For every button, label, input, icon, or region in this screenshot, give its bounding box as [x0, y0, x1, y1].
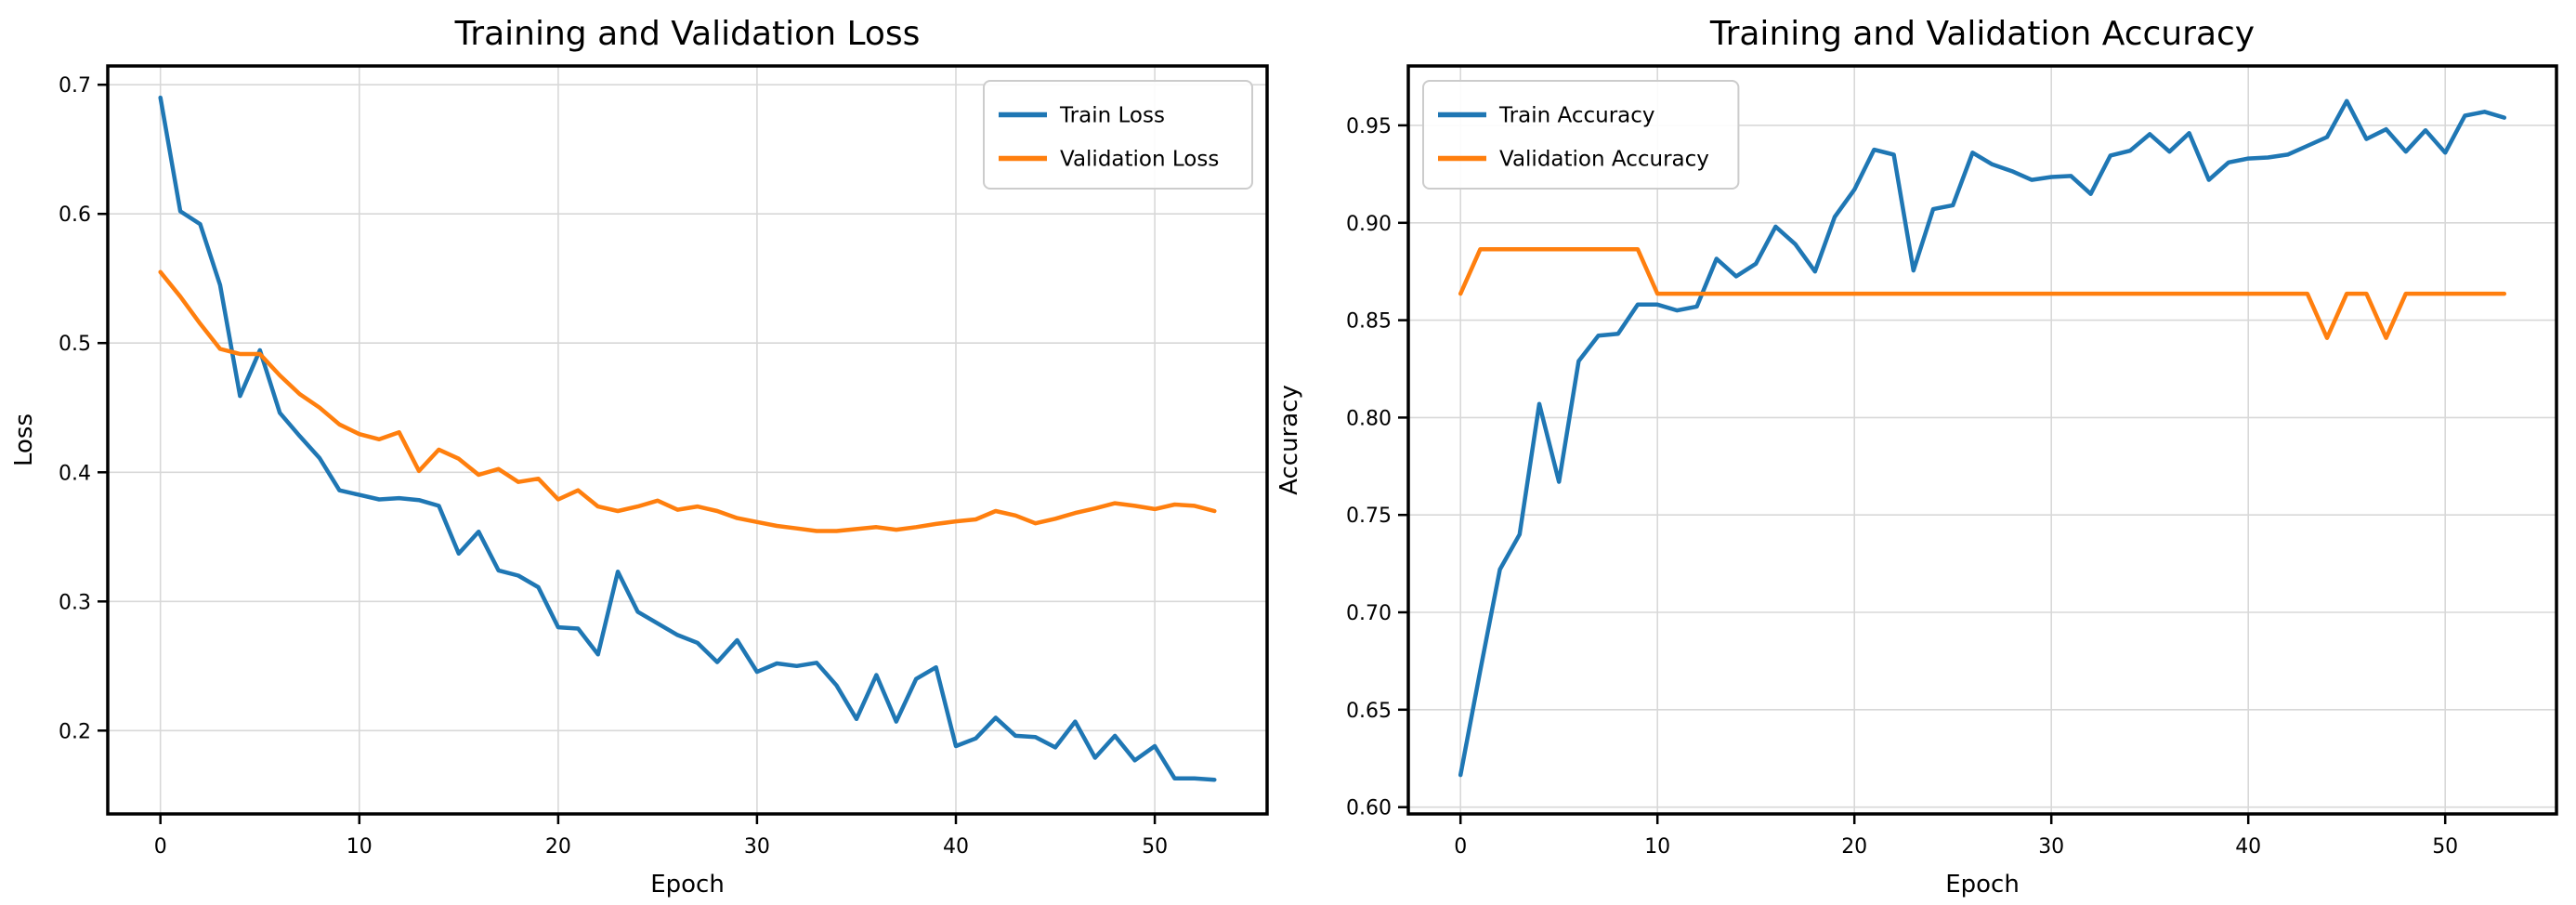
loss-chart-y-axis: 0.2 0.3 0.4 0.5 0.6 0.7 Loss	[10, 74, 108, 743]
x-tick-label: 50	[1142, 835, 1168, 859]
y-tick-label: 0.70	[1346, 602, 1392, 625]
y-tick-label: 0.2	[59, 720, 91, 743]
y-tick-label: 0.95	[1346, 115, 1392, 138]
accuracy-chart-x-axis: 0 10 20 30 40 50 Epoch	[1454, 814, 2458, 898]
chart-title: Training and Validation Accuracy	[1709, 15, 2255, 53]
y-axis-label: Loss	[10, 413, 38, 466]
accuracy-chart-plot-border	[1406, 64, 2558, 816]
y-tick-label: 0.60	[1346, 797, 1392, 820]
y-tick-label: 0.80	[1346, 407, 1392, 430]
x-tick-label: 30	[744, 835, 770, 859]
train-accuracy-line	[1458, 98, 2507, 778]
x-tick-label: 10	[1644, 835, 1670, 859]
loss-chart-x-axis: 0 10 20 30 40 50 Epoch	[154, 814, 1168, 898]
legend-label: Validation Loss	[1060, 148, 1219, 172]
y-tick-label: 0.3	[59, 591, 91, 614]
x-tick-label: 40	[943, 835, 969, 859]
chart-title: Training and Validation Loss	[454, 15, 921, 53]
legend-label: Validation Accuracy	[1499, 148, 1709, 172]
x-tick-label: 40	[2235, 835, 2261, 859]
x-tick-label: 10	[347, 835, 373, 859]
y-tick-label: 0.5	[59, 333, 91, 356]
x-axis-label: Epoch	[1945, 871, 2020, 898]
validation-accuracy-line	[1458, 247, 2507, 340]
accuracy-chart-legend: Train Accuracy Validation Accuracy	[1422, 80, 1740, 190]
x-tick-label: 0	[154, 835, 167, 859]
y-tick-label: 0.85	[1346, 310, 1392, 334]
y-axis-label: Accuracy	[1275, 385, 1303, 495]
train-loss-line	[158, 95, 1217, 782]
x-tick-label: 20	[1841, 835, 1867, 859]
y-tick-label: 0.6	[59, 203, 91, 227]
x-tick-label: 20	[545, 835, 571, 859]
x-tick-label: 50	[2432, 835, 2458, 859]
y-tick-label: 0.7	[59, 74, 91, 98]
x-tick-label: 30	[2038, 835, 2064, 859]
x-tick-label: 0	[1454, 835, 1467, 859]
accuracy-chart: 0 10 20 30 40 50 Epoch 0.60 0.65 0.70 0.75 0.80 0.85…	[1275, 15, 2558, 898]
validation-loss-line	[158, 269, 1217, 533]
x-axis-label: Epoch	[650, 871, 725, 898]
loss-chart: 0 10 20 30 40 50 Epoch 0.2 0.3 0.4 0.5 0.6 0.7 Loss Tr…	[10, 15, 1269, 898]
accuracy-chart-y-axis: 0.60 0.65 0.70 0.75 0.80 0.85 0.90 0.95 Accuracy	[1275, 115, 1408, 820]
y-tick-label: 0.75	[1346, 505, 1392, 528]
y-tick-label: 0.65	[1346, 700, 1392, 723]
loss-chart-grid	[108, 66, 1267, 814]
y-tick-label: 0.4	[59, 462, 91, 485]
legend-label: Train Accuracy	[1498, 104, 1655, 128]
accuracy-chart-grid	[1408, 66, 2556, 814]
legend-label: Train Loss	[1059, 104, 1165, 128]
y-tick-label: 0.90	[1346, 213, 1392, 236]
loss-chart-legend: Train Loss Validation Loss	[983, 80, 1253, 190]
loss-chart-plot-border	[106, 64, 1269, 816]
